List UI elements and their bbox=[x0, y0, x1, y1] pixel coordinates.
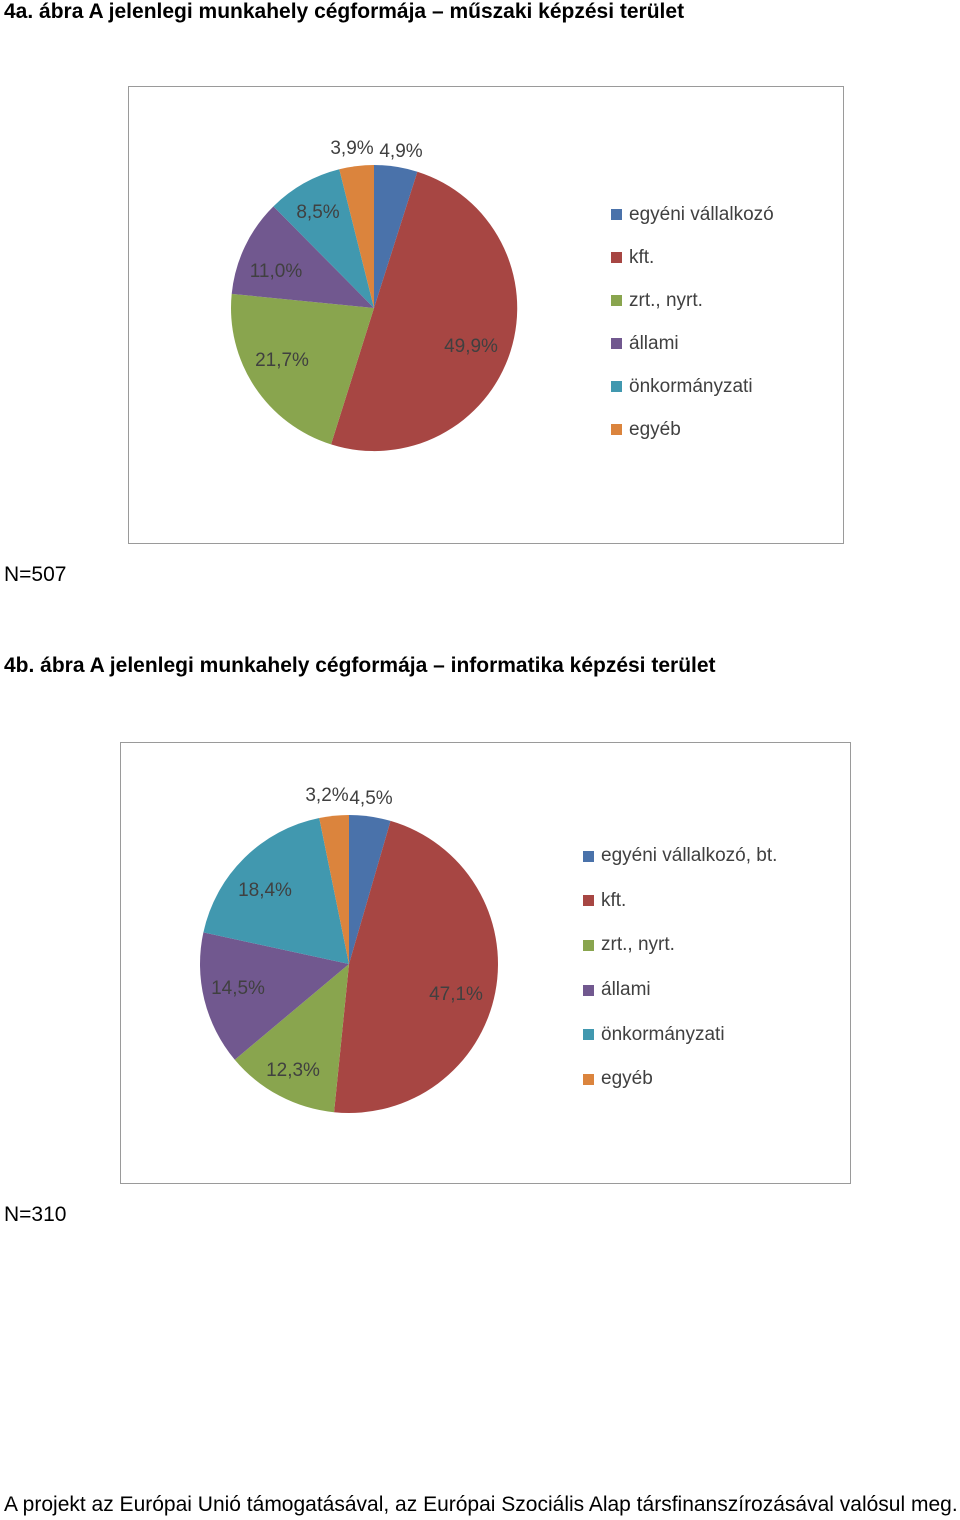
legend-label: kft. bbox=[601, 889, 627, 911]
legend-label: állami bbox=[601, 979, 651, 1001]
legend-swatch bbox=[611, 381, 622, 392]
data-label-egyeni-vallalkozo-bt: 4,5% bbox=[349, 788, 392, 809]
footer-funding-note: A projekt az Európai Unió támogatásával,… bbox=[4, 1493, 958, 1516]
chart-b-area: 4,5% 47,1% 12,3% 14,5% 18,4% 3,2% egyéni váll… bbox=[120, 742, 851, 1184]
data-label-onkormanyzati: 18,4% bbox=[238, 880, 292, 901]
pie-slice-allami bbox=[200, 932, 349, 1060]
pie-slice-egyeni-vallalkozo-bt bbox=[349, 815, 391, 964]
legend-item-allami: állami bbox=[583, 968, 777, 1013]
data-label-kft: 49,9% bbox=[444, 336, 498, 357]
pie-slice-onkormanyzati bbox=[273, 169, 374, 308]
chart-a-title: 4a. ábra A jelenlegi munkahely cégformáj… bbox=[4, 0, 685, 23]
legend-swatch bbox=[611, 295, 622, 306]
chart-a-legend: egyéni vállalkozó kft. zrt., nyrt. állam… bbox=[611, 193, 774, 451]
chart-a-sample-size: N=507 bbox=[4, 563, 67, 586]
data-label-egyeb: 3,9% bbox=[330, 138, 373, 159]
legend-swatch bbox=[583, 984, 594, 996]
legend-label: önkormányzati bbox=[601, 1023, 725, 1045]
chart-b-sample-size: N=310 bbox=[4, 1203, 67, 1226]
chart-b-title: 4b. ábra A jelenlegi munkahely cégformáj… bbox=[4, 654, 716, 677]
legend-item-egyeb: egyéb bbox=[583, 1057, 777, 1102]
legend-item-zrt-nyrt: zrt., nyrt. bbox=[611, 279, 774, 322]
data-label-allami: 11,0% bbox=[250, 261, 303, 282]
chart-a-pie: 4,9% 49,9% 21,7% 11,0% 8,5% 3,9% bbox=[230, 138, 518, 452]
legend-label: egyéb bbox=[629, 418, 681, 440]
legend-item-kft: kft. bbox=[611, 236, 774, 279]
data-label-egyeni-vallalkozo: 4,9% bbox=[379, 141, 422, 162]
data-label-zrt-nyrt: 12,3% bbox=[266, 1060, 320, 1081]
legend-item-kft: kft. bbox=[583, 879, 777, 924]
legend-swatch bbox=[611, 209, 622, 220]
chart-a-area: 4,9% 49,9% 21,7% 11,0% 8,5% 3,9% egyéni válla… bbox=[128, 86, 844, 544]
pie-slice-zrt-nyrt bbox=[230, 293, 374, 445]
data-label-allami: 14,5% bbox=[211, 978, 265, 999]
pie-slice-egyeni-vallalkozo bbox=[374, 165, 418, 308]
data-label-onkormanyzati: 8,5% bbox=[296, 202, 339, 223]
legend-label: egyéb bbox=[601, 1068, 653, 1090]
legend-swatch bbox=[611, 424, 622, 435]
pie-slice-kft bbox=[334, 820, 498, 1114]
pie-slice-zrt-nyrt bbox=[234, 964, 349, 1113]
legend-swatch bbox=[611, 338, 622, 349]
legend-swatch bbox=[583, 895, 594, 907]
legend-swatch bbox=[583, 850, 594, 862]
legend-item-egyeni-vallalkozo-bt: egyéni vállalkozó, bt. bbox=[583, 834, 777, 879]
legend-item-zrt-nyrt: zrt., nyrt. bbox=[583, 923, 777, 968]
legend-label: egyéni vállalkozó bbox=[629, 203, 774, 225]
legend-label: kft. bbox=[629, 246, 655, 268]
legend-item-egyeni-vallalkozo: egyéni vállalkozó bbox=[611, 193, 774, 236]
legend-label: állami bbox=[629, 332, 679, 354]
legend-swatch bbox=[583, 1073, 594, 1085]
legend-label: zrt., nyrt. bbox=[629, 289, 703, 311]
legend-label: önkormányzati bbox=[629, 375, 753, 397]
legend-label: zrt., nyrt. bbox=[601, 934, 675, 956]
data-label-egyeb: 3,2% bbox=[305, 785, 348, 806]
legend-item-onkormanyzati: önkormányzati bbox=[583, 1012, 777, 1057]
chart-b-pie: 4,5% 47,1% 12,3% 14,5% 18,4% 3,2% bbox=[200, 785, 498, 1114]
legend-item-egyeb: egyéb bbox=[611, 408, 774, 451]
legend-item-onkormanyzati: önkormányzati bbox=[611, 365, 774, 408]
legend-swatch bbox=[583, 1029, 594, 1041]
data-label-zrt-nyrt: 21,7% bbox=[255, 350, 309, 371]
legend-label: egyéni vállalkozó, bt. bbox=[601, 845, 778, 867]
legend-swatch bbox=[611, 252, 622, 263]
legend-swatch bbox=[583, 939, 594, 951]
pie-slice-allami bbox=[231, 206, 374, 308]
pie-slice-kft bbox=[331, 171, 518, 452]
pie-slice-egyeb bbox=[339, 165, 374, 308]
chart-b-legend: egyéni vállalkozó, bt. kft. zrt., nyrt. … bbox=[583, 834, 777, 1102]
pie-slice-onkormanyzati bbox=[203, 818, 349, 964]
legend-item-allami: állami bbox=[611, 322, 774, 365]
pie-slice-egyeb bbox=[319, 815, 349, 964]
data-label-kft: 47,1% bbox=[429, 984, 483, 1005]
